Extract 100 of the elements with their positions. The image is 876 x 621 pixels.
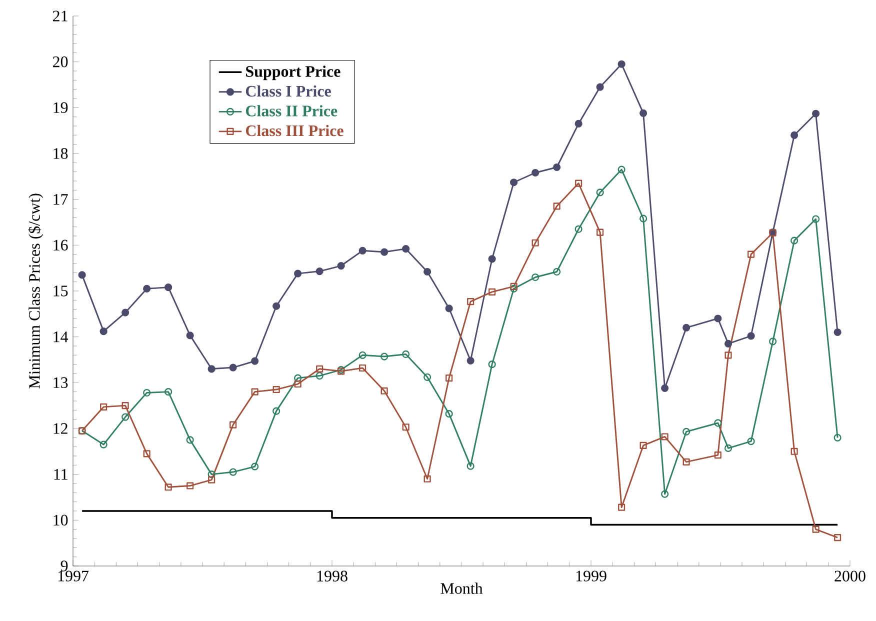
point	[640, 214, 648, 222]
point	[251, 357, 259, 365]
point	[402, 424, 410, 431]
point	[122, 402, 129, 410]
point	[682, 428, 690, 436]
point	[143, 388, 151, 397]
point	[294, 374, 302, 382]
point	[510, 178, 518, 186]
point	[510, 284, 518, 292]
point	[553, 202, 560, 210]
point	[682, 458, 690, 466]
y-tick-label: 19	[54, 102, 68, 114]
x-tick-label: 1999	[576, 570, 606, 582]
point	[186, 436, 194, 444]
point	[380, 387, 388, 394]
legend-label: Class I Price	[246, 85, 331, 97]
point	[358, 351, 366, 359]
point	[532, 168, 540, 177]
point	[316, 267, 324, 276]
point	[640, 109, 648, 117]
point	[661, 490, 669, 498]
point	[251, 388, 258, 396]
point	[574, 225, 582, 233]
point	[186, 482, 194, 490]
point	[143, 450, 150, 458]
point	[596, 228, 604, 236]
point	[316, 372, 324, 380]
point	[230, 421, 237, 428]
point	[466, 462, 474, 470]
point	[164, 388, 172, 396]
point	[208, 476, 216, 484]
point	[596, 83, 604, 91]
point	[488, 360, 496, 368]
point	[251, 462, 259, 470]
point	[143, 284, 151, 292]
point	[747, 332, 755, 340]
point	[596, 188, 604, 196]
point	[358, 246, 366, 254]
x-tick-label: 2000	[834, 570, 866, 582]
point	[714, 419, 722, 427]
point	[337, 262, 345, 270]
x-axis-title: Month	[440, 582, 483, 594]
point	[208, 470, 216, 478]
point	[466, 356, 474, 364]
point	[445, 304, 453, 312]
point	[208, 365, 216, 373]
point	[78, 271, 86, 279]
point	[100, 328, 108, 336]
point	[424, 268, 432, 276]
point	[790, 131, 798, 139]
y-tick-label: 11	[54, 469, 68, 480]
point	[724, 340, 732, 348]
y-tick-label: 17	[54, 194, 68, 205]
point	[834, 534, 842, 542]
point	[100, 440, 108, 448]
point	[272, 386, 280, 394]
point	[316, 365, 324, 372]
point	[532, 239, 539, 246]
point	[575, 180, 582, 187]
point	[574, 120, 582, 128]
point	[186, 332, 194, 340]
point	[272, 302, 280, 310]
point	[122, 308, 130, 316]
x-tick-label: 1997	[58, 570, 89, 582]
y-tick-label: 14	[54, 332, 68, 342]
point	[812, 110, 820, 118]
point	[532, 273, 540, 282]
point	[748, 250, 755, 258]
point	[790, 236, 798, 244]
y-tick-label: 12	[54, 423, 68, 434]
point	[553, 268, 561, 276]
point	[488, 288, 496, 296]
y-axis-title: Minimum Class Prices ($/cwt)	[28, 194, 44, 389]
point	[446, 374, 453, 382]
point	[553, 163, 561, 172]
point	[724, 444, 732, 452]
point	[122, 413, 130, 421]
point	[618, 504, 626, 511]
legend-label: Support Price	[246, 66, 340, 80]
point	[164, 284, 172, 292]
point	[467, 298, 474, 306]
y-tick-label: 21	[53, 10, 68, 22]
point	[294, 270, 302, 278]
point	[724, 352, 732, 359]
legend-label: Class II Price	[246, 105, 338, 116]
point	[424, 475, 431, 482]
point	[445, 410, 453, 418]
point	[380, 352, 388, 360]
point	[812, 526, 820, 533]
point	[402, 245, 410, 253]
point	[747, 438, 755, 446]
point	[294, 380, 302, 388]
point	[682, 324, 690, 332]
point	[661, 384, 669, 392]
point	[769, 338, 777, 346]
point	[790, 448, 798, 455]
point	[834, 434, 842, 442]
point	[402, 350, 410, 358]
point	[618, 60, 626, 68]
point	[618, 166, 626, 174]
